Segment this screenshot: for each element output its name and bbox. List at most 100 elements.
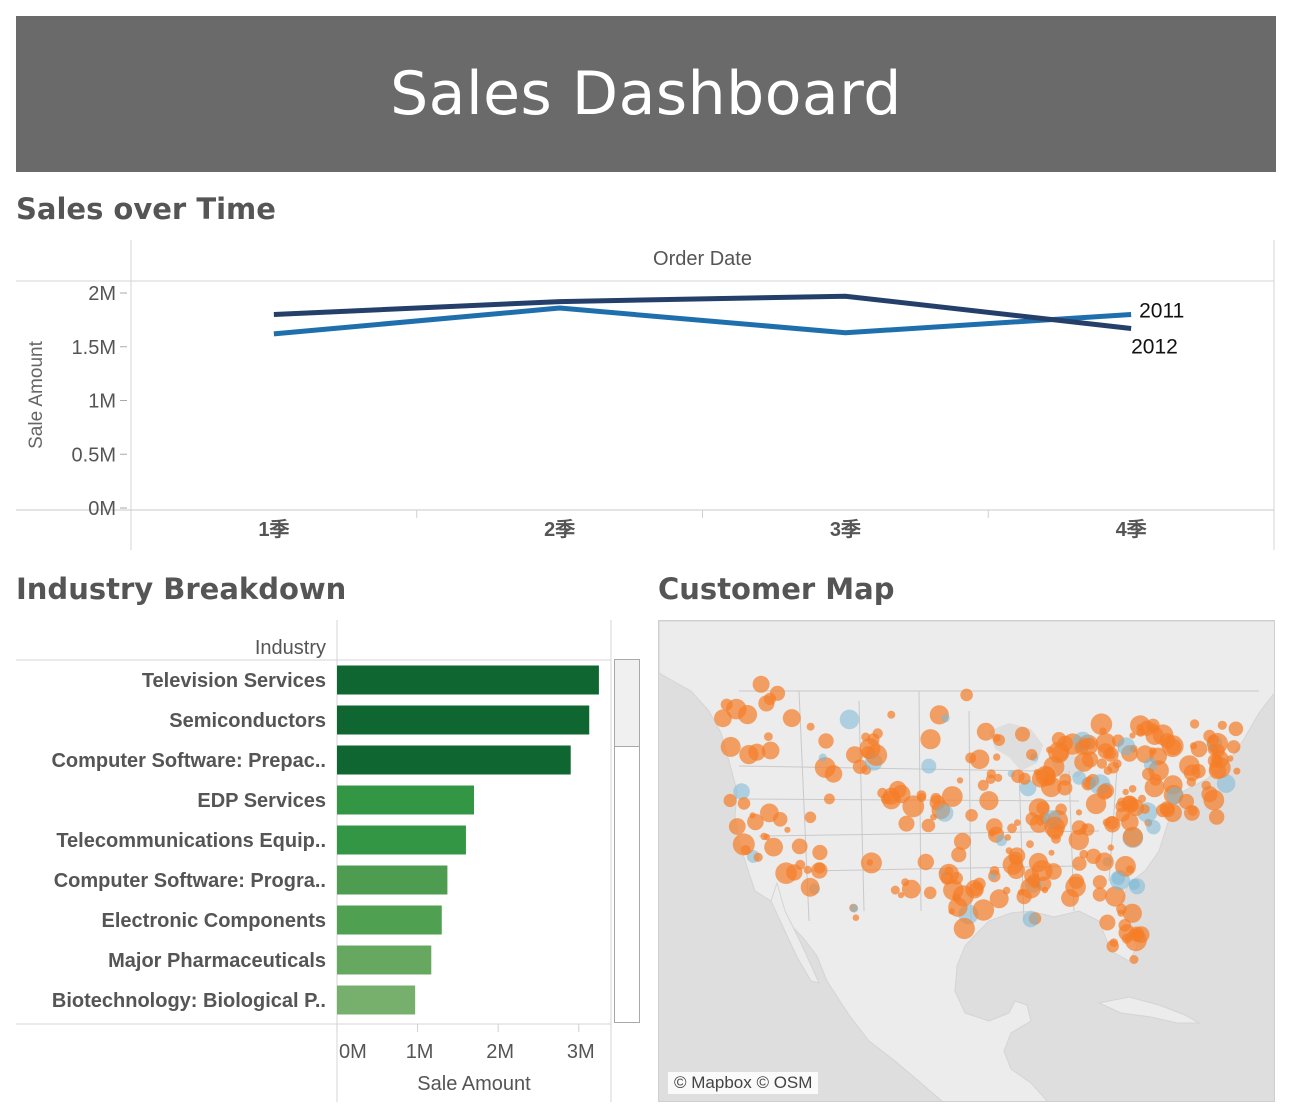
customer-dot[interactable] — [1005, 847, 1013, 855]
customer-dot[interactable] — [1228, 721, 1244, 737]
customer-dot[interactable] — [1211, 750, 1229, 769]
customer-dot[interactable] — [720, 736, 741, 757]
customer-dot[interactable] — [1072, 771, 1087, 785]
customer-dot[interactable] — [1129, 955, 1139, 964]
customer-dot[interactable] — [763, 692, 777, 705]
customer-dot[interactable] — [887, 710, 896, 719]
customer-dot[interactable] — [1138, 794, 1146, 803]
customer-dot[interactable] — [1092, 887, 1107, 902]
customer-dot[interactable] — [1148, 747, 1157, 755]
customer-dot[interactable] — [948, 897, 968, 917]
customer-dot[interactable] — [938, 863, 959, 885]
customer-dot[interactable] — [989, 872, 997, 880]
customer-dot[interactable] — [935, 804, 954, 822]
customer-dot[interactable] — [1128, 785, 1137, 793]
customer-dot[interactable] — [1227, 755, 1234, 762]
customer-dot[interactable] — [1026, 840, 1034, 848]
customer-dot[interactable] — [1233, 767, 1241, 775]
customer-dot[interactable] — [1122, 903, 1142, 923]
customer-dot[interactable] — [951, 847, 967, 863]
industry-bar[interactable] — [337, 745, 571, 775]
customer-dot[interactable] — [1092, 875, 1107, 890]
customer-dot[interactable] — [872, 728, 883, 739]
customer-dot[interactable] — [737, 705, 758, 725]
customer-map-canvas[interactable] — [659, 621, 1275, 1102]
customer-dot[interactable] — [812, 844, 828, 861]
customer-dot[interactable] — [1189, 719, 1200, 729]
industry-bar[interactable] — [337, 785, 474, 815]
customer-dot[interactable] — [1002, 886, 1011, 895]
industry-scrollbar[interactable] — [614, 659, 640, 1023]
series-line-2011[interactable] — [273, 305, 1132, 337]
customer-dot[interactable] — [930, 813, 937, 821]
customer-dot[interactable] — [1061, 889, 1079, 907]
customer-dot[interactable] — [1106, 940, 1119, 953]
customer-dot[interactable] — [1190, 740, 1208, 758]
customer-dot[interactable] — [860, 852, 882, 874]
customer-dot[interactable] — [852, 914, 860, 921]
customer-dot[interactable] — [782, 709, 801, 728]
industry-bar[interactable] — [337, 825, 466, 855]
customer-dot[interactable] — [1014, 819, 1021, 826]
customer-dot[interactable] — [1129, 732, 1136, 739]
customer-dot[interactable] — [1148, 723, 1159, 734]
customer-dot[interactable] — [748, 743, 766, 761]
customer-dot[interactable] — [979, 791, 999, 811]
customer-dot[interactable] — [1095, 733, 1116, 754]
customer-dot[interactable] — [1142, 767, 1155, 781]
customer-dot[interactable] — [1037, 766, 1055, 785]
customer-dot[interactable] — [1075, 809, 1083, 816]
customer-dot[interactable] — [1018, 772, 1031, 785]
customer-dot[interactable] — [1041, 886, 1049, 894]
customer-dot[interactable] — [1227, 740, 1241, 754]
customer-dot[interactable] — [1111, 871, 1125, 885]
customer-dot[interactable] — [1022, 911, 1039, 928]
customer-dot[interactable] — [1209, 809, 1225, 825]
customer-dot[interactable] — [994, 773, 1003, 782]
customer-dot[interactable] — [1122, 788, 1129, 796]
customer-dot[interactable] — [818, 733, 834, 749]
customer-dot[interactable] — [1207, 734, 1219, 746]
customer-dot[interactable] — [1105, 748, 1116, 760]
industry-bar[interactable] — [337, 905, 442, 935]
customer-dot[interactable] — [1007, 823, 1017, 834]
customer-dot[interactable] — [923, 886, 937, 900]
customer-dot[interactable] — [806, 722, 815, 731]
industry-bar[interactable] — [337, 665, 599, 695]
customer-dot[interactable] — [1216, 774, 1236, 793]
customer-dot[interactable] — [1068, 829, 1089, 851]
customer-dot[interactable] — [1071, 820, 1087, 835]
customer-dot[interactable] — [972, 899, 995, 921]
industry-scrollbar-thumb[interactable] — [615, 660, 639, 747]
customer-dot[interactable] — [804, 811, 817, 824]
customer-dot[interactable] — [995, 834, 1007, 847]
customer-dot[interactable] — [965, 809, 978, 822]
customer-dot[interactable] — [1115, 855, 1136, 877]
customer-dot[interactable] — [953, 917, 975, 940]
customer-dot[interactable] — [1074, 740, 1089, 755]
customer-dot[interactable] — [1122, 826, 1143, 848]
customer-dot[interactable] — [1017, 889, 1025, 896]
customer-dot[interactable] — [1036, 818, 1045, 826]
customer-dot[interactable] — [1051, 834, 1061, 844]
customer-dot[interactable] — [965, 752, 977, 764]
customer-dot[interactable] — [818, 753, 827, 762]
customer-dot[interactable] — [1051, 744, 1069, 762]
customer-dot[interactable] — [1015, 726, 1030, 742]
customer-dot[interactable] — [1129, 878, 1146, 895]
customer-dot[interactable] — [941, 786, 963, 807]
customer-dot[interactable] — [1201, 786, 1218, 803]
customer-dot[interactable] — [752, 675, 770, 693]
customer-dot[interactable] — [917, 853, 934, 871]
customer-dot[interactable] — [1146, 820, 1161, 835]
customer-dot[interactable] — [728, 818, 746, 835]
customer-map[interactable] — [658, 620, 1275, 1102]
industry-bar[interactable] — [337, 705, 590, 735]
industry-bar[interactable] — [337, 945, 432, 975]
customer-dot[interactable] — [1217, 720, 1227, 730]
series-line-2012[interactable] — [273, 293, 1132, 331]
customer-dot[interactable] — [1144, 777, 1165, 798]
customer-dot[interactable] — [1117, 909, 1125, 917]
customer-dot[interactable] — [976, 722, 995, 741]
customer-dot[interactable] — [1026, 749, 1038, 761]
